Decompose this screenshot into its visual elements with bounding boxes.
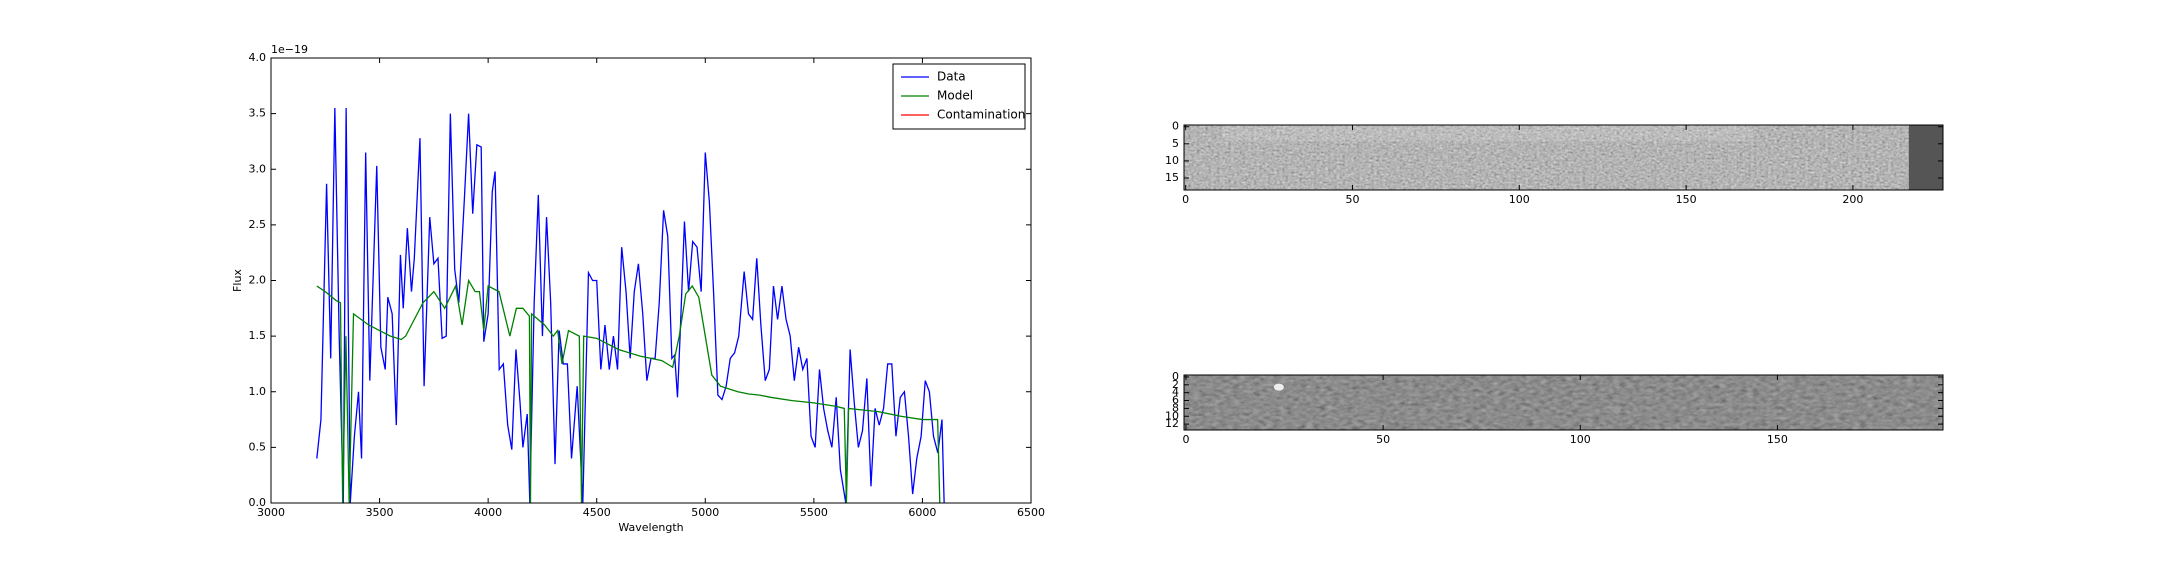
offset-text: 1e−19 — [271, 43, 308, 56]
image-spot — [1612, 407, 1621, 414]
y-tick-label: 10 — [1165, 409, 1179, 422]
x-tick-label: 3000 — [257, 506, 285, 519]
x-tick-label: 6000 — [908, 506, 936, 519]
x-tick-label: 6500 — [1017, 506, 1045, 519]
axes-frame — [1183, 124, 1944, 191]
x-tick-label: 100 — [1570, 433, 1591, 446]
image-flat — [1908, 125, 1943, 190]
y-tick-label: 0 — [1172, 120, 1179, 133]
image — [1184, 125, 1943, 190]
y-tick-label: 3.5 — [249, 107, 267, 120]
x-tick-label: 5500 — [800, 506, 828, 519]
y-tick-label: 12 — [1165, 417, 1179, 430]
x-tick-label: 4500 — [583, 506, 611, 519]
image — [1184, 375, 1943, 430]
x-tick-label: 5000 — [691, 506, 719, 519]
y-tick-label: 5 — [1172, 137, 1179, 150]
y-tick-label: 8 — [1172, 401, 1179, 414]
x-tick-label: 200 — [1842, 193, 1863, 206]
x-tick-label: 50 — [1376, 433, 1390, 446]
x-tick-label: 3500 — [366, 506, 394, 519]
y-tick-label: 1.0 — [249, 385, 267, 398]
y-tick-label: 2.5 — [249, 218, 267, 231]
x-tick-label: 50 — [1345, 193, 1359, 206]
legend-label: Data — [937, 70, 966, 84]
legend: Data Model Contamination — [892, 63, 1026, 130]
legend-label: Contamination — [937, 108, 1025, 122]
y-tick-label: 10 — [1165, 154, 1179, 167]
x-tick-label: 150 — [1676, 193, 1697, 206]
y-axis-label: Flux — [231, 269, 244, 292]
image-glow — [1221, 125, 1754, 142]
y-tick-label: 6 — [1172, 394, 1179, 407]
y-tick-label: 0.0 — [249, 496, 267, 509]
axes: 3000 3500 4000 4500 5000 5500 6000 6500 0.0 0.5 1.… — [249, 51, 1046, 519]
x-axis-label: Wavelength — [618, 521, 683, 534]
y-tick-label: 2.0 — [249, 274, 267, 287]
y-tick-label: 0 — [1172, 370, 1179, 383]
x-tick-label: 150 — [1767, 433, 1788, 446]
x-tick-label: 4000 — [474, 506, 502, 519]
y-tick-label: 4.0 — [249, 51, 267, 64]
axes-frame — [1183, 374, 1944, 431]
image-spot — [1273, 383, 1284, 391]
x-tick-label: 0 — [1182, 193, 1189, 206]
axes: 0 50 100 150 200 0 5 10 15 — [1165, 120, 1944, 206]
y-tick-label: 15 — [1165, 171, 1179, 184]
y-tick-label: 4 — [1172, 386, 1179, 399]
x-tick-label: 0 — [1182, 433, 1189, 446]
y-tick-label: 1.5 — [249, 329, 267, 342]
y-tick-label: 0.5 — [249, 440, 267, 453]
data-line — [316, 108, 945, 503]
y-tick-label: 2 — [1172, 378, 1179, 391]
data-line — [316, 278, 941, 503]
legend-label: Model — [937, 89, 973, 103]
axes-frame — [270, 57, 1032, 504]
y-tick-label: 3.0 — [249, 162, 267, 175]
x-tick-label: 100 — [1509, 193, 1530, 206]
